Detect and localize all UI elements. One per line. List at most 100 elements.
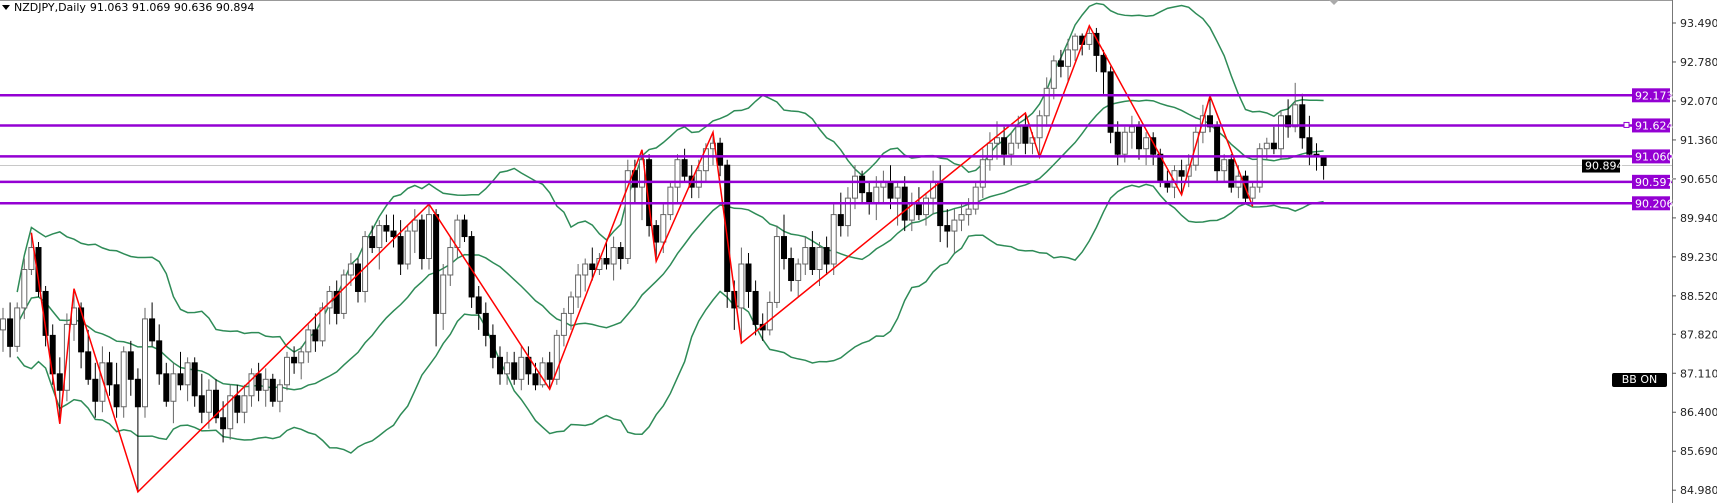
candle <box>1150 132 1157 166</box>
candle-body <box>497 356 503 375</box>
candle <box>830 203 837 275</box>
candle-body <box>766 301 773 331</box>
candle-body <box>866 192 873 205</box>
candle <box>28 232 35 275</box>
candle <box>170 362 177 424</box>
candle <box>546 351 553 390</box>
candle-body <box>1043 87 1050 117</box>
candle <box>781 214 787 270</box>
candle <box>795 258 802 297</box>
candle <box>667 181 674 221</box>
candle-body <box>475 296 482 314</box>
candle-body <box>1100 54 1107 73</box>
candle-body <box>1199 115 1206 133</box>
candle <box>1178 159 1185 195</box>
candle-body <box>284 356 290 386</box>
candle-body <box>859 175 866 194</box>
candle-body <box>923 197 929 216</box>
candle-body <box>418 219 425 260</box>
candle-body <box>631 170 638 188</box>
candle <box>298 346 305 380</box>
candle-body <box>35 247 42 292</box>
candle-body <box>1107 71 1114 133</box>
candle <box>653 220 660 262</box>
candle <box>255 362 262 402</box>
candle <box>85 329 92 385</box>
y-tick-label: 93.490 <box>1680 17 1717 30</box>
candle-body <box>142 318 148 408</box>
candle <box>539 357 546 388</box>
candle-body <box>113 384 120 408</box>
bollinger-upper-band <box>16 2 1324 353</box>
bb-on-button[interactable]: BB ON <box>1612 373 1667 387</box>
candle-body <box>653 225 660 243</box>
candle <box>1065 38 1071 83</box>
candle <box>575 264 582 308</box>
candle <box>326 285 333 325</box>
candle-body <box>21 269 28 309</box>
y-tick-label: 87.820 <box>1680 328 1717 341</box>
candle <box>14 302 21 352</box>
candle-body <box>830 214 837 265</box>
candle <box>610 236 617 281</box>
candle-body <box>7 318 14 347</box>
candle-body <box>1022 126 1029 144</box>
candle <box>411 209 418 254</box>
candle <box>142 307 148 418</box>
candle-body <box>184 362 191 386</box>
candle <box>745 253 752 308</box>
candle <box>844 187 851 237</box>
candle <box>582 258 589 292</box>
candle-body <box>979 159 986 188</box>
candle <box>852 165 858 210</box>
candle <box>1001 126 1008 166</box>
candle-body <box>14 307 21 347</box>
candle-body <box>504 362 511 375</box>
candle <box>284 351 290 391</box>
candle <box>1192 126 1199 171</box>
candle-body <box>624 170 631 260</box>
candle-body <box>333 290 340 314</box>
candle-body <box>681 159 688 177</box>
candle <box>1306 115 1313 166</box>
candle-body <box>1171 170 1178 188</box>
y-tick-label: 84.980 <box>1680 484 1717 497</box>
candle <box>1086 25 1093 50</box>
candle <box>1036 110 1043 157</box>
candle <box>383 214 390 243</box>
y-tick-label: 92.070 <box>1680 95 1717 108</box>
candle-body <box>241 395 248 413</box>
candle <box>447 236 454 286</box>
candle <box>560 307 567 347</box>
candle-body <box>362 236 369 292</box>
symbol-label: NZDJPY,Daily <box>14 1 86 14</box>
candle-body <box>56 373 63 391</box>
candle-body <box>99 362 106 402</box>
candle <box>198 373 205 424</box>
candle-body <box>269 378 276 402</box>
candle-body <box>837 214 844 227</box>
candle-body <box>0 318 6 331</box>
candle-body <box>205 389 212 413</box>
candle-body <box>724 164 731 292</box>
level-selection-handle[interactable] <box>1623 121 1630 128</box>
candle-body <box>809 247 816 271</box>
candle-body <box>1065 49 1071 67</box>
collapse-triangle-icon[interactable] <box>2 5 10 10</box>
candle-body <box>511 362 518 380</box>
candle <box>134 368 141 492</box>
candle-body <box>404 230 411 265</box>
candle-body <box>127 351 134 380</box>
candle <box>497 346 503 385</box>
candle-body <box>781 236 787 260</box>
chart-header: NZDJPY,Daily 91.063 91.069 90.636 90.894 <box>2 1 254 14</box>
candle <box>1256 143 1263 193</box>
candle <box>553 329 560 385</box>
candle <box>674 154 681 204</box>
candle <box>681 148 688 182</box>
candle <box>106 351 113 396</box>
candle-body <box>873 186 880 205</box>
candle <box>930 170 937 215</box>
candle <box>376 220 383 270</box>
